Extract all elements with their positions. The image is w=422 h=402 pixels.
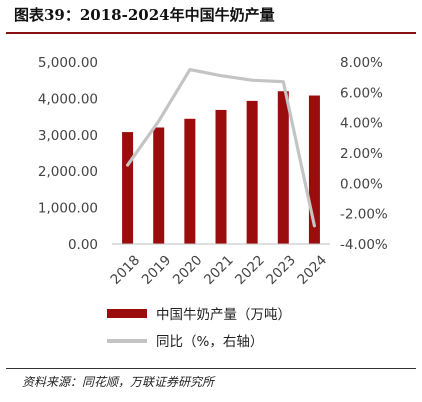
bar-2020 bbox=[184, 118, 196, 244]
left-axis-tick-label: 3,000.00 bbox=[38, 128, 98, 144]
bar-2019 bbox=[153, 127, 165, 244]
footer-divider bbox=[6, 368, 416, 369]
x-axis-tick-label: 2018 bbox=[108, 252, 144, 288]
legend-label-yoy: 同比（%，右轴） bbox=[156, 334, 263, 350]
left-axis-tick-label: 1,000.00 bbox=[38, 201, 98, 217]
x-axis-tick-label: 2021 bbox=[201, 252, 237, 288]
title-divider bbox=[6, 32, 416, 34]
bar-2024 bbox=[308, 95, 320, 244]
x-axis-tick-label: 2020 bbox=[170, 252, 206, 288]
source-note: 资料来源：同花顺，万联证券研究所 bbox=[22, 375, 215, 389]
x-axis-tick-label: 2022 bbox=[232, 252, 268, 288]
right-axis-tick-label: -2.00% bbox=[340, 207, 388, 223]
bar-2021 bbox=[215, 109, 227, 244]
right-axis-tick-label: 0.00% bbox=[340, 176, 383, 192]
right-axis-tick-label: 4.00% bbox=[340, 116, 383, 132]
legend-swatch-bar bbox=[107, 309, 147, 318]
left-axis-tick-label: 2,000.00 bbox=[38, 164, 98, 180]
chart-title: 图表39：2018-2024年中国牛奶产量 bbox=[14, 6, 275, 24]
yoy-growth-line bbox=[125, 67, 316, 228]
right-axis-tick-label: 8.00% bbox=[340, 55, 383, 71]
left-axis-tick-label: 4,000.00 bbox=[38, 91, 98, 107]
left-axis-tick-label: 0.00 bbox=[68, 237, 98, 253]
x-axis-tick-label: 2024 bbox=[294, 252, 330, 288]
left-axis-tick-label: 5,000.00 bbox=[38, 55, 98, 71]
x-axis-tick-label: 2019 bbox=[139, 252, 175, 288]
x-axis-tick-label: 2023 bbox=[263, 252, 299, 288]
right-axis-tick-label: 2.00% bbox=[340, 146, 383, 162]
bar-2023 bbox=[277, 91, 289, 244]
right-axis-tick-label: -4.00% bbox=[340, 237, 388, 253]
right-axis-tick-label: 6.00% bbox=[340, 85, 383, 101]
bar-2018 bbox=[122, 132, 134, 244]
legend-label-production: 中国牛奶产量（万吨） bbox=[156, 307, 291, 323]
bar-2022 bbox=[246, 100, 258, 244]
